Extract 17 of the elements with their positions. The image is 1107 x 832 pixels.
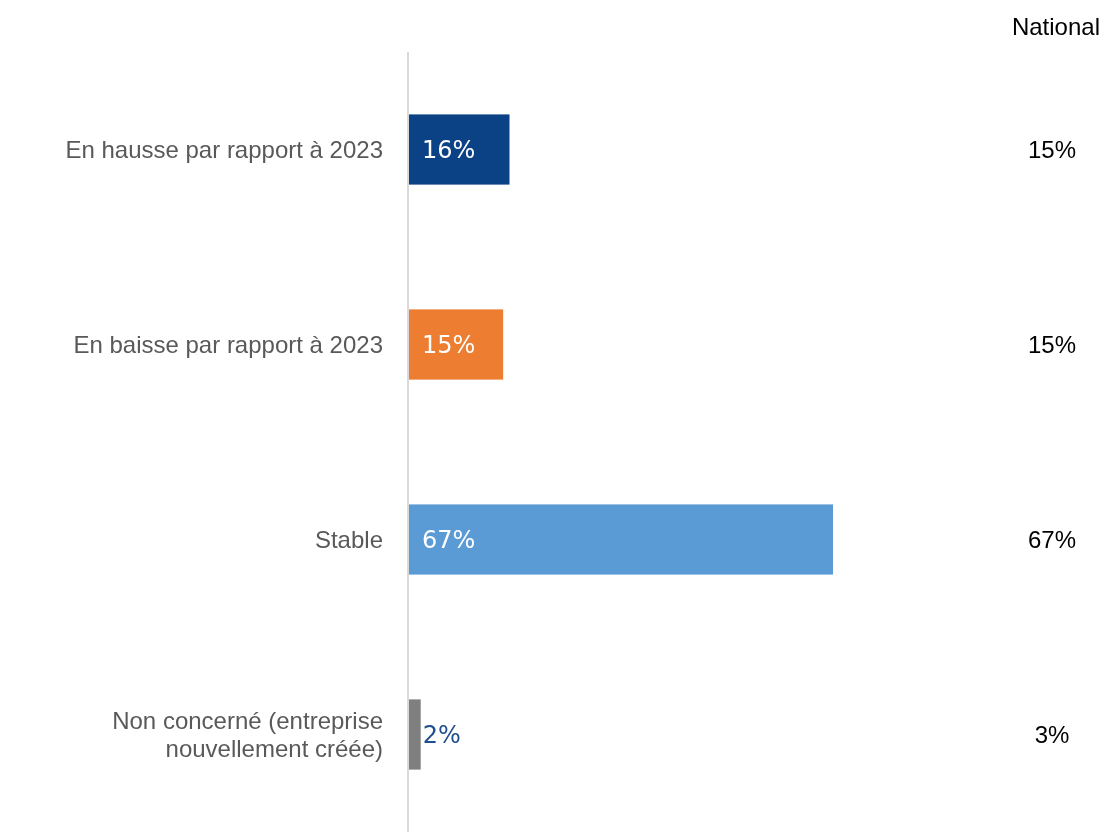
bar [408,114,510,185]
data-label: 2% [422,720,461,749]
bar [408,504,833,575]
bar [408,699,421,770]
data-label: 15% [422,330,476,359]
text: National [1011,13,1100,41]
text: 67% [1027,525,1077,553]
text: 15% [1027,135,1077,163]
y-tick-label: Stable [314,525,383,553]
data-label: 67% [422,525,476,554]
text: 15% [1027,330,1077,358]
y-tick-label: En hausse par rapport à 2023 [65,135,383,163]
data-label: 16% [422,135,476,164]
y-tick-label: En baisse par rapport à 2023 [73,330,383,358]
y-tick-label: Non concerné (entreprise nouvellement créée) [112,706,383,763]
bar [408,309,504,380]
text: 3% [1034,720,1070,748]
